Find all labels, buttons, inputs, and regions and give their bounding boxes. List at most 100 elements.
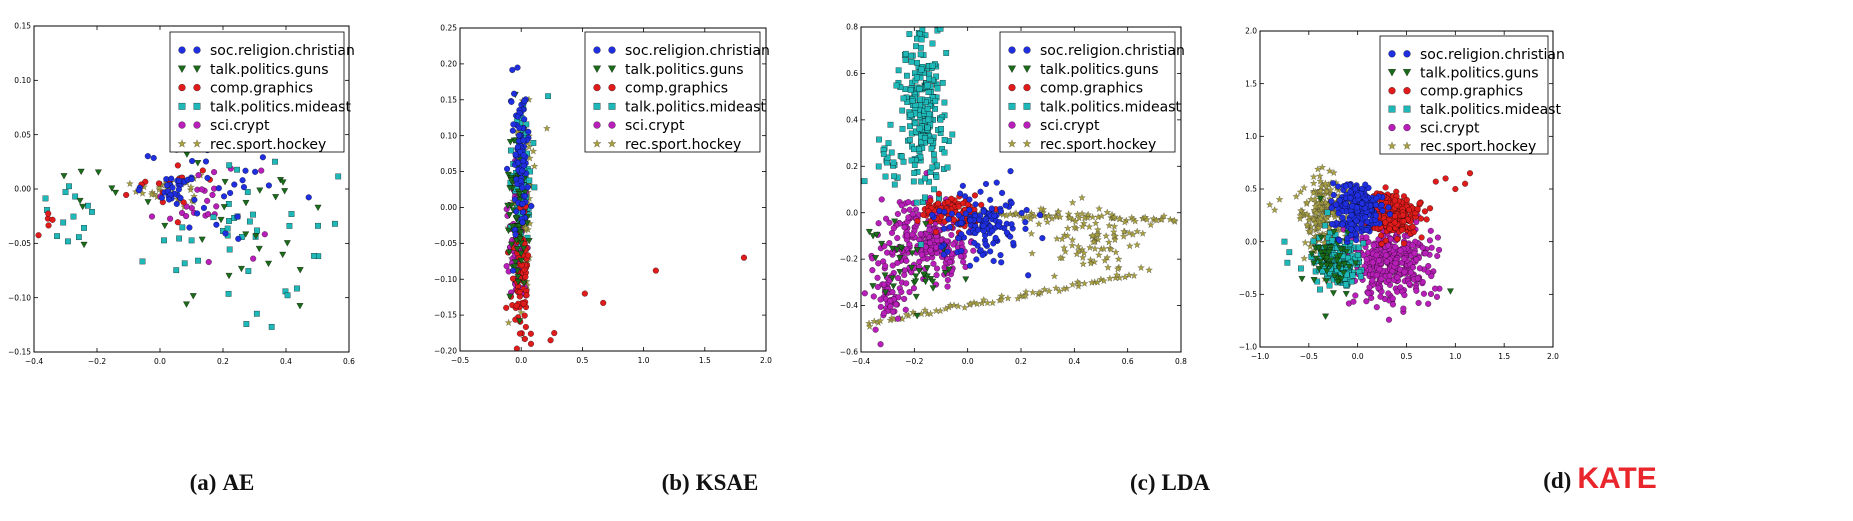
legend-marker <box>178 46 186 54</box>
data-point <box>42 195 49 202</box>
data-point <box>890 283 897 290</box>
data-point <box>506 139 514 146</box>
x-tick-label: −0.4 <box>852 357 870 366</box>
data-point <box>161 222 169 230</box>
data-point <box>1342 200 1349 207</box>
panel-ksae: −0.5 0.0 0.5 1.0 1.5 2.0 −0.20 −0.15 −0.10 −0.05 0… <box>434 24 772 365</box>
series-comp-graphics <box>1360 170 1474 247</box>
data-point <box>1353 204 1360 211</box>
data-point <box>1098 212 1106 220</box>
data-point <box>992 234 999 241</box>
data-point <box>148 190 156 198</box>
data-point <box>898 153 905 160</box>
data-point <box>517 257 525 265</box>
data-point <box>1131 217 1139 225</box>
y-tick-label: 1.0 <box>1245 132 1257 141</box>
data-point <box>60 219 67 226</box>
data-point <box>253 310 260 317</box>
data-point <box>989 227 996 234</box>
data-point <box>1055 287 1064 295</box>
y-tick-label: −0.15 <box>8 348 31 357</box>
data-point <box>1301 238 1309 246</box>
data-point <box>1369 259 1376 266</box>
data-point <box>898 202 905 209</box>
data-point <box>237 265 245 273</box>
data-point <box>511 263 519 270</box>
data-point <box>1311 219 1320 227</box>
data-point <box>904 232 911 239</box>
data-point <box>174 162 181 169</box>
data-point <box>520 157 527 164</box>
data-point <box>520 245 528 252</box>
data-point <box>1373 272 1380 279</box>
data-point <box>221 193 228 200</box>
series-soc-religion-christian <box>1328 180 1394 245</box>
data-point <box>513 208 520 215</box>
data-point <box>938 243 945 250</box>
data-point <box>1352 260 1360 267</box>
caption-ksae: (b) KSAE <box>530 470 890 496</box>
data-point <box>1324 209 1331 216</box>
data-point <box>905 199 912 206</box>
x-tick-label: 0.5 <box>1401 352 1413 361</box>
data-point <box>286 222 293 229</box>
data-point <box>928 145 935 152</box>
data-point <box>521 97 528 105</box>
data-point <box>909 20 914 25</box>
data-point <box>1347 188 1354 195</box>
legend-marker <box>192 139 202 148</box>
data-point <box>1375 257 1382 264</box>
data-point <box>1427 290 1435 298</box>
data-point <box>1406 280 1413 287</box>
data-point <box>933 244 940 251</box>
legend-marker <box>193 102 201 110</box>
data-point <box>1121 218 1129 226</box>
data-point <box>911 170 918 176</box>
data-point <box>1078 193 1086 201</box>
legend-marker <box>1008 121 1016 129</box>
data-point <box>1113 271 1121 279</box>
data-point <box>914 59 920 66</box>
data-point <box>519 200 526 207</box>
data-point <box>529 147 538 155</box>
data-point <box>1306 227 1315 235</box>
legend-label: rec.sport.hockey <box>625 137 741 153</box>
data-point <box>932 98 939 105</box>
data-point <box>980 222 987 230</box>
data-point <box>907 123 913 130</box>
data-point <box>521 116 528 123</box>
data-point <box>922 135 928 141</box>
data-point <box>265 182 272 189</box>
data-point <box>1383 258 1390 265</box>
data-point <box>305 194 312 201</box>
data-point <box>1363 227 1370 234</box>
data-point <box>202 158 209 165</box>
data-point <box>959 182 966 189</box>
data-point <box>999 189 1006 196</box>
data-point <box>896 255 904 262</box>
data-point <box>897 244 905 251</box>
data-point <box>1385 204 1392 211</box>
data-point <box>876 136 882 143</box>
data-point <box>891 181 898 188</box>
data-point <box>884 159 890 166</box>
x-tick-label: 0.6 <box>343 357 355 366</box>
data-point <box>76 198 84 205</box>
data-point <box>1343 281 1349 288</box>
data-point <box>1426 237 1433 244</box>
data-point <box>294 285 300 292</box>
data-point <box>513 345 520 351</box>
caption-label: (a) <box>189 470 217 495</box>
data-point <box>1432 285 1439 292</box>
data-point <box>1362 181 1369 188</box>
data-point <box>1120 232 1128 240</box>
panel-ae: −0.4 −0.2 0.0 0.2 0.4 0.6 −0.15 −0.10 −0.05 0.00 0… <box>8 22 355 366</box>
data-point <box>913 247 921 254</box>
y-tick-label: 1.5 <box>1245 79 1257 88</box>
data-point <box>509 223 516 230</box>
legend-marker <box>193 121 201 129</box>
data-point <box>1359 185 1366 192</box>
data-point <box>254 227 260 234</box>
data-point <box>958 247 965 255</box>
legend-label: comp.graphics <box>625 81 728 97</box>
